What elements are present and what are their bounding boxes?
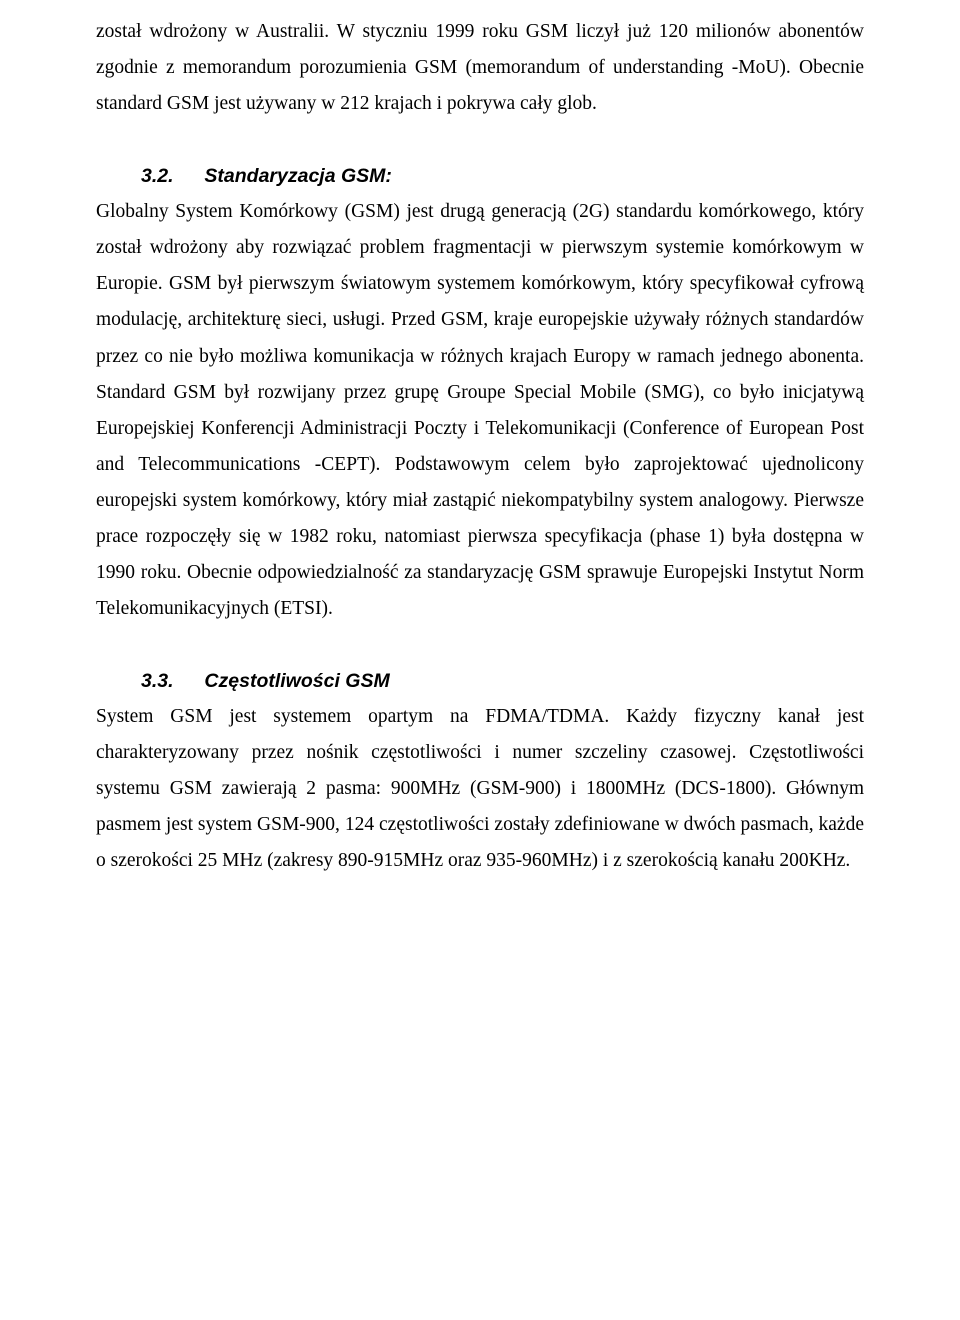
heading-number: 3.2.: [141, 158, 199, 194]
heading-title: Częstotliwości GSM: [204, 670, 389, 692]
paragraph-intro: został wdrożony w Australii. W styczniu …: [96, 14, 864, 122]
paragraph-3-2: Globalny System Komórkowy (GSM) jest dru…: [96, 194, 864, 627]
heading-title: Standaryzacja GSM:: [204, 165, 391, 187]
document-page: został wdrożony w Australii. W styczniu …: [0, 0, 960, 1320]
paragraph-3-3: System GSM jest systemem opartym na FDMA…: [96, 699, 864, 879]
heading-number: 3.3.: [141, 663, 199, 699]
heading-3-2: 3.2. Standaryzacja GSM:: [96, 158, 864, 194]
heading-3-3: 3.3. Częstotliwości GSM: [96, 663, 864, 699]
